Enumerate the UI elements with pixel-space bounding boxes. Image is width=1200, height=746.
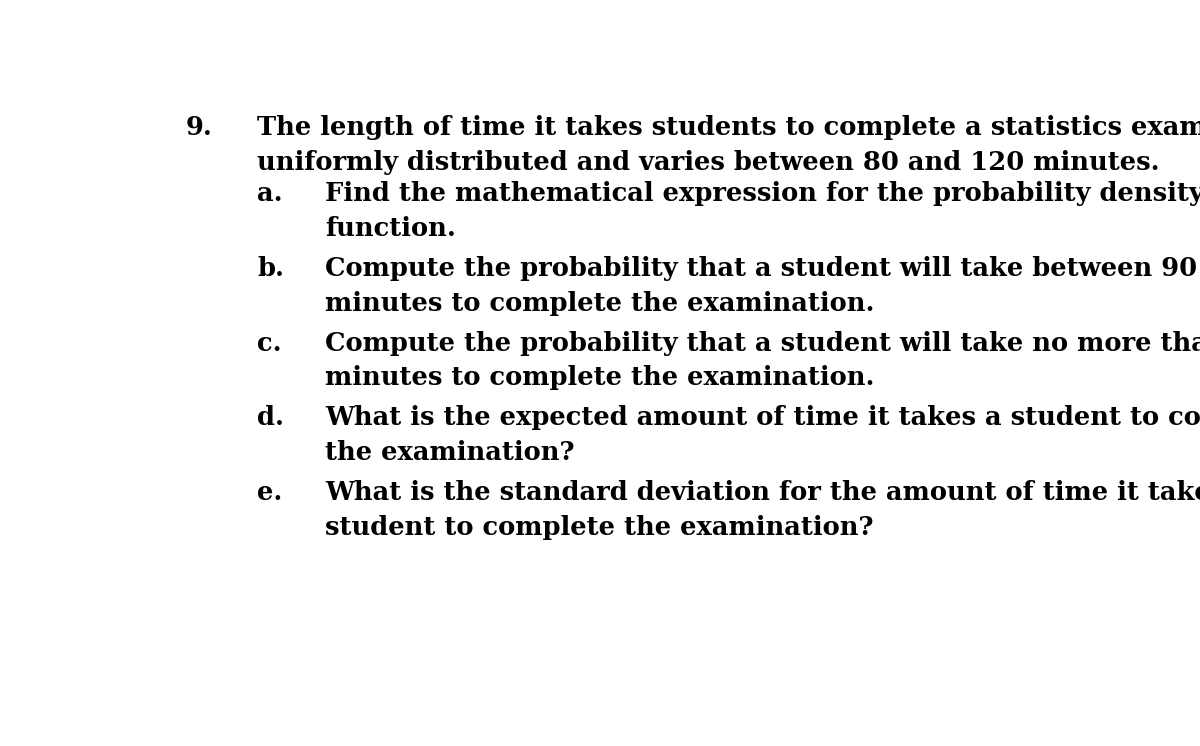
Text: Compute the probability that a student will take between 90 and 100: Compute the probability that a student w… <box>325 256 1200 281</box>
Text: The length of time it takes students to complete a statistics examination is: The length of time it takes students to … <box>257 116 1200 140</box>
Text: minutes to complete the examination.: minutes to complete the examination. <box>325 290 875 316</box>
Text: What is the expected amount of time it takes a student to complete: What is the expected amount of time it t… <box>325 405 1200 430</box>
Text: e.: e. <box>257 480 282 505</box>
Text: function.: function. <box>325 216 456 241</box>
Text: What is the standard deviation for the amount of time it takes a: What is the standard deviation for the a… <box>325 480 1200 505</box>
Text: student to complete the examination?: student to complete the examination? <box>325 515 874 539</box>
Text: Find the mathematical expression for the probability density: Find the mathematical expression for the… <box>325 181 1200 207</box>
Text: b.: b. <box>257 256 284 281</box>
Text: a.: a. <box>257 181 282 207</box>
Text: the examination?: the examination? <box>325 440 575 465</box>
Text: Compute the probability that a student will take no more than 80: Compute the probability that a student w… <box>325 330 1200 356</box>
Text: 9.: 9. <box>185 116 212 140</box>
Text: d.: d. <box>257 405 284 430</box>
Text: c.: c. <box>257 330 282 356</box>
Text: uniformly distributed and varies between 80 and 120 minutes.: uniformly distributed and varies between… <box>257 150 1159 175</box>
Text: minutes to complete the examination.: minutes to complete the examination. <box>325 366 875 390</box>
